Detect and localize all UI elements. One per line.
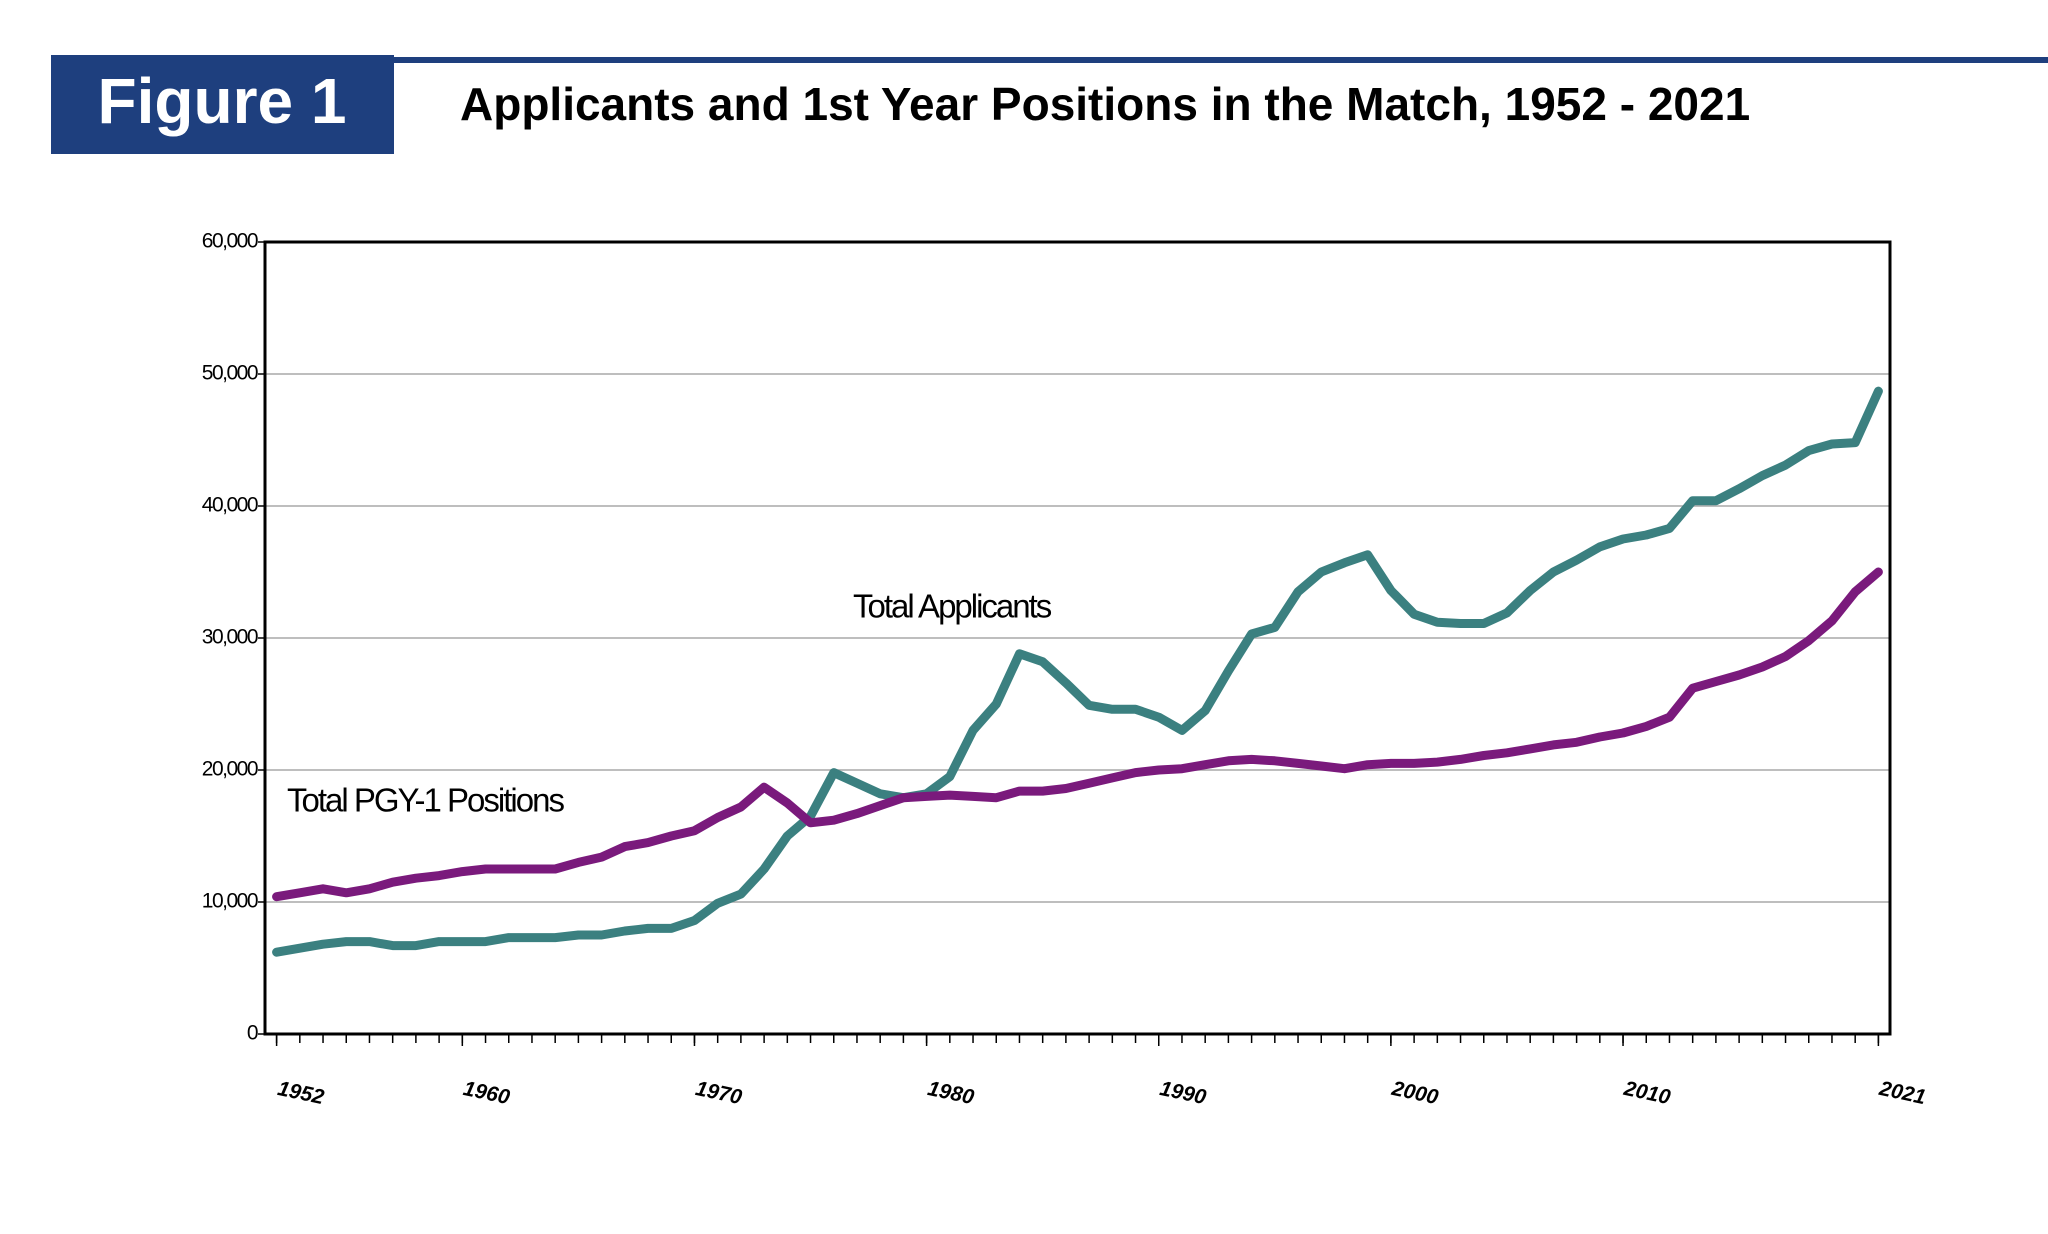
x-tick-label: 1980 <box>926 1077 977 1109</box>
series-line <box>272 567 1883 902</box>
y-tick-label: 40,000 <box>202 494 258 517</box>
header-rule <box>394 57 2048 63</box>
plot-frame <box>263 240 1892 1036</box>
x-tick-label: 2000 <box>1389 1077 1441 1109</box>
figure-badge <box>51 55 394 154</box>
series-line <box>272 386 1883 957</box>
x-tick-label: 1970 <box>693 1077 744 1109</box>
y-tick-label: 20,000 <box>202 758 258 781</box>
x-tick-label: 1952 <box>276 1077 327 1109</box>
x-tick-label: 1990 <box>1158 1077 1209 1109</box>
y-tick-label: 50,000 <box>202 362 258 385</box>
y-tick-label: 0 <box>247 1022 258 1045</box>
figure-label: Figure 1 <box>98 65 347 137</box>
y-tick-label: 30,000 <box>202 626 258 649</box>
series-label: Total PGY-1 Positions <box>287 782 564 819</box>
y-tick-label: 10,000 <box>202 890 258 913</box>
x-tick-label: 1960 <box>461 1077 512 1109</box>
series-label: Total Applicants <box>853 588 1052 625</box>
y-tick-label: 60,000 <box>202 230 258 253</box>
x-tick-label: 2021 <box>1876 1077 1927 1109</box>
chart-title: Applicants and 1st Year Positions in the… <box>460 78 1750 130</box>
x-tick-label: 2010 <box>1621 1077 1673 1109</box>
